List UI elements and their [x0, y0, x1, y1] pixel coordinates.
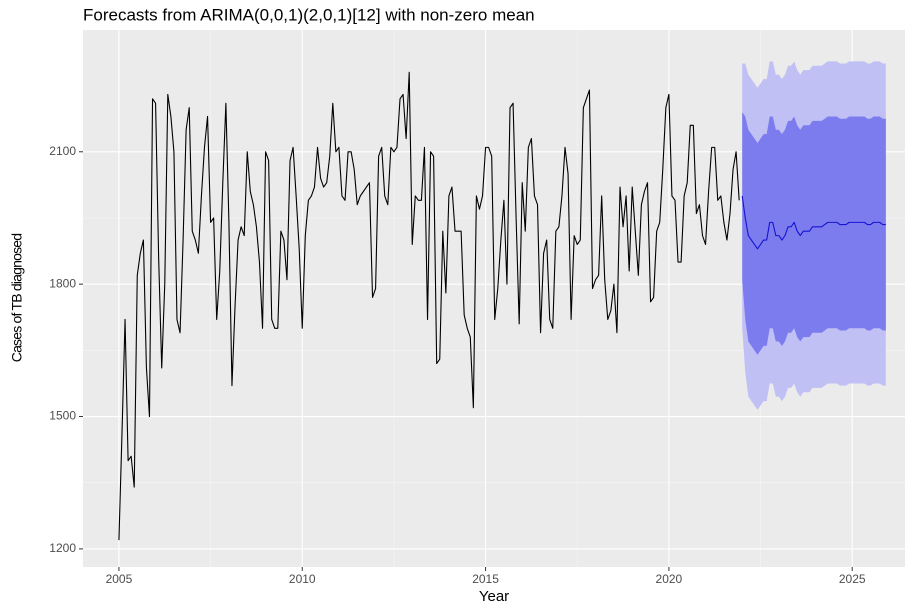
series-line: [118, 71, 740, 541]
x-tick-label: 2010: [289, 572, 316, 586]
series-line: [741, 195, 886, 250]
x-tick-label: 2005: [106, 572, 133, 586]
axes: 2005 2010 2015 2020 2025 1200 1500 1800 2100: [49, 144, 866, 586]
x-tick-label: 2015: [472, 572, 499, 586]
forecast-interval: [742, 112, 886, 355]
y-axis-label: Cases of TB diagnosed: [9, 234, 25, 362]
y-tick-label: 1800: [49, 276, 76, 290]
y-tick-label: 1500: [49, 409, 76, 423]
x-axis-label: Year: [479, 588, 509, 605]
chart-title: Forecasts from ARIMA(0,0,1)(2,0,1)[12] w…: [83, 5, 535, 24]
x-tick-label: 2020: [656, 572, 683, 586]
y-tick-label: 1200: [49, 541, 76, 555]
marks: [118, 61, 886, 541]
y-tick-label: 2100: [49, 144, 76, 158]
x-tick-label: 2025: [839, 572, 866, 586]
